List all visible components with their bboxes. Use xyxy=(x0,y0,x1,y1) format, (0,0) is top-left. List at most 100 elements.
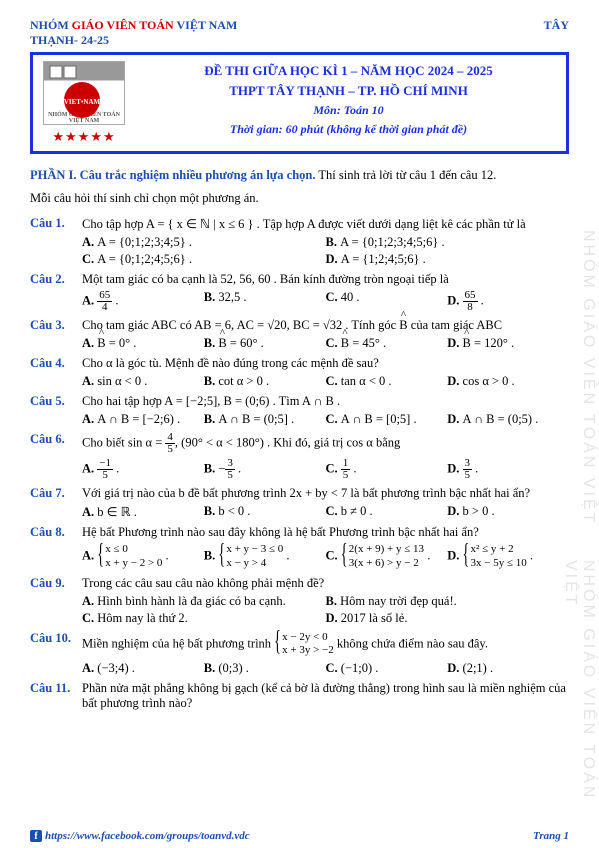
title-l1: ĐỀ THI GIỮA HỌC KÌ 1 – NĂM HỌC 2024 – 20… xyxy=(137,63,560,79)
q1-opt-a: A. A = {0;1;2;3;4;5} . xyxy=(82,234,326,251)
q2-opt-d: D. 658 . xyxy=(447,289,569,314)
q3-opt-d: D. B = 120° . xyxy=(447,335,569,352)
question-5: Câu 5. Cho hai tập hợp A = [−2;5], B = (… xyxy=(30,394,569,428)
q9-label: Câu 9. xyxy=(30,576,82,627)
q7-opt-a: A. b ∈ ℝ . xyxy=(82,503,204,521)
q6-opt-a: A. −15 . xyxy=(82,457,204,482)
q5-opt-d: D. A ∩ B = (0;5) . xyxy=(447,411,569,428)
header-prefix: NHÓM xyxy=(30,18,72,32)
header-group: NHÓM GIÁO VIÊN TOÁN VIỆT NAM xyxy=(30,18,237,33)
logo-column: VIET•NAM NHÓM GIÁO VIÊN TOÁN VIỆT NAM ★★… xyxy=(39,61,129,145)
q5-opt-b: B. A ∩ B = (0;5] . xyxy=(204,411,326,428)
q10-opt-a: A. (−3;4) . xyxy=(82,660,204,677)
q10-opt-c: C. (−1;0) . xyxy=(326,660,448,677)
facebook-icon: f xyxy=(30,830,42,842)
footer-url-text: https://www.facebook.com/groups/toanvd.v… xyxy=(45,830,250,842)
q1-stem: Cho tập hợp A = { x ∈ ℕ | x ≤ 6 } . Tập … xyxy=(82,217,526,231)
q4-label: Câu 4. xyxy=(30,356,82,390)
question-4: Câu 4. Cho α là góc tù. Mệnh đề nào đúng… xyxy=(30,356,569,390)
svg-text:VIET•NAM: VIET•NAM xyxy=(64,98,101,106)
logo: VIET•NAM NHÓM GIÁO VIÊN TOÁN VIỆT NAM xyxy=(43,61,125,125)
q8-opt-b: B. x + y − 3 ≤ 0x − y > 4 . xyxy=(204,542,326,572)
q4-opt-a: A. sin α < 0 . xyxy=(82,373,204,390)
q9-body: Trong các câu sau câu nào không phải mện… xyxy=(82,576,569,627)
q3-body: Cho tam giác ABC có AB = 6, AC = √20, BC… xyxy=(82,318,569,352)
q5-body: Cho hai tập hợp A = [−2;5], B = (0;6) . … xyxy=(82,394,569,428)
title-box: VIET•NAM NHÓM GIÁO VIÊN TOÁN VIỆT NAM ★★… xyxy=(30,52,569,154)
section-1-tail: Thí sinh trả lời từ câu 1 đến câu 12. xyxy=(316,168,497,182)
q1-opt-b: B. A = {0;1;2;3;4;5;6} . xyxy=(326,234,570,251)
q5-opt-c: C. A ∩ B = [0;5] . xyxy=(326,411,448,428)
q7-body: Với giá trị nào của b đề bất phương trìn… xyxy=(82,486,569,521)
question-1: Câu 1. Cho tập hợp A = { x ∈ ℕ | x ≤ 6 }… xyxy=(30,216,569,268)
header-suffix: VIỆT NAM xyxy=(174,18,238,32)
q3-opt-b: B. B = 60° . xyxy=(204,335,326,352)
title-text: ĐỀ THI GIỮA HỌC KÌ 1 – NĂM HỌC 2024 – 20… xyxy=(137,61,560,145)
question-7: Câu 7. Với giá trị nào của b đề bất phươ… xyxy=(30,486,569,521)
q1-body: Cho tập hợp A = { x ∈ ℕ | x ≤ 6 } . Tập … xyxy=(82,216,569,268)
question-6: Câu 6. Cho biết sin α = 45, (90° < α < 1… xyxy=(30,432,569,482)
q5-label: Câu 5. xyxy=(30,394,82,428)
q8-opt-a: A. x ≤ 0x + y − 2 > 0 . xyxy=(82,542,204,572)
q6-body: Cho biết sin α = 45, (90° < α < 180°) . … xyxy=(82,432,569,482)
q7-opt-d: D. b > 0 . xyxy=(447,503,569,521)
watermark: NHÓM GIÁO VIÊN TOÁN VIỆT xyxy=(561,560,597,848)
q1-opt-c: C. A = {0;1;2;4;5;6} . xyxy=(82,251,326,268)
q11-body: Phần nửa mặt phẳng không bị gạch (kể cả … xyxy=(82,681,569,711)
header-red: GIÁO VIÊN TOÁN xyxy=(72,18,174,32)
question-9: Câu 9. Trong các câu sau câu nào không p… xyxy=(30,576,569,627)
q7-label: Câu 7. xyxy=(30,486,82,521)
q2-opt-c: C. 40 . xyxy=(326,289,448,314)
footer-url: f https://www.facebook.com/groups/toanvd… xyxy=(30,830,250,842)
q6-opt-c: C. 15 . xyxy=(326,457,448,482)
q8-opt-c: C. 2(x + 9) + y ≤ 133(x + 6) > y − 2 . xyxy=(326,542,448,572)
q10-body: Miền nghiệm của hệ bất phương trình x − … xyxy=(82,631,569,678)
q3-opt-a: A. B = 0° . xyxy=(82,335,204,352)
q7-opt-b: B. b < 0 . xyxy=(204,503,326,521)
footer: f https://www.facebook.com/groups/toanvd… xyxy=(30,830,569,842)
question-3: Câu 3. Cho tam giác ABC có AB = 6, AC = … xyxy=(30,318,569,352)
q5-opt-a: A. A ∩ B = [−2;6) . xyxy=(82,411,204,428)
q7-opt-c: C. b ≠ 0 . xyxy=(326,503,448,521)
q2-label: Câu 2. xyxy=(30,272,82,314)
q8-opt-d: D. x² ≤ y + 23x − 5y ≤ 10 . xyxy=(447,542,569,572)
section-1-title: PHẦN I. Câu trắc nghiệm nhiều phương án … xyxy=(30,168,569,183)
page: NHÓM GIÁO VIÊN TOÁN VIỆT NHÓM GIÁO VIÊN … xyxy=(0,0,599,848)
question-8: Câu 8. Hệ bất Phương trình nào sau đây k… xyxy=(30,525,569,572)
q9-opt-c: C. Hôm nay là thứ 2. xyxy=(82,610,326,627)
q6-label: Câu 6. xyxy=(30,432,82,482)
header-right: TÂY xyxy=(544,18,569,33)
q2-stem: Một tam giác có ba cạnh là 52, 56, 60 . … xyxy=(82,272,449,286)
title-l3: Môn: Toán 10 xyxy=(137,103,560,118)
q8-body: Hệ bất Phương trình nào sau đây không là… xyxy=(82,525,569,572)
watermark: NHÓM GIÁO VIÊN TOÁN VIỆT xyxy=(579,230,597,525)
q4-opt-c: C. tan α < 0 . xyxy=(326,373,448,390)
header-row: NHÓM GIÁO VIÊN TOÁN VIỆT NAM TÂY xyxy=(30,18,569,33)
q6-opt-d: D. 35 . xyxy=(447,457,569,482)
q10-opt-b: B. (0;3) . xyxy=(204,660,326,677)
q11-label: Câu 11. xyxy=(30,681,82,711)
title-l2: THPT TÂY THẠNH – TP. HỒ CHÍ MINH xyxy=(137,83,560,99)
title-l4: Thời gian: 60 phút (không kể thời gian p… xyxy=(137,122,560,137)
q3-label: Câu 3. xyxy=(30,318,82,352)
q3-opt-c: C. B = 45° . xyxy=(326,335,448,352)
q1-label: Câu 1. xyxy=(30,216,82,268)
q4-opt-b: B. cot α > 0 . xyxy=(204,373,326,390)
q4-body: Cho α là góc tù. Mệnh đề nào đúng trong … xyxy=(82,356,569,390)
footer-page: Trang 1 xyxy=(533,830,569,842)
q2-body: Một tam giác có ba cạnh là 52, 56, 60 . … xyxy=(82,272,569,314)
section-1-instr: Mỗi câu hỏi thí sinh chỉ chọn một phương… xyxy=(30,191,569,206)
question-10: Câu 10. Miền nghiệm của hệ bất phương tr… xyxy=(30,631,569,678)
rating-stars: ★★★★★ xyxy=(52,129,115,145)
q6-opt-b: B. −35 . xyxy=(204,457,326,482)
q2-opt-b: B. 32,5 . xyxy=(204,289,326,314)
question-11: Câu 11. Phần nửa mặt phẳng không bị gạch… xyxy=(30,681,569,711)
q2-opt-a: A. 654 . xyxy=(82,289,204,314)
q4-opt-d: D. cos α > 0 . xyxy=(447,373,569,390)
question-2: Câu 2. Một tam giác có ba cạnh là 52, 56… xyxy=(30,272,569,314)
q9-opt-d: D. 2017 là số lẻ. xyxy=(326,610,570,627)
section-1-label: PHẦN I. Câu trắc nghiệm nhiều phương án … xyxy=(30,168,316,182)
q9-opt-a: A. Hình bình hành là đa giác có ba cạnh. xyxy=(82,593,326,610)
q9-opt-b: B. Hôm nay trời đẹp quá!. xyxy=(326,593,570,610)
q8-label: Câu 8. xyxy=(30,525,82,572)
